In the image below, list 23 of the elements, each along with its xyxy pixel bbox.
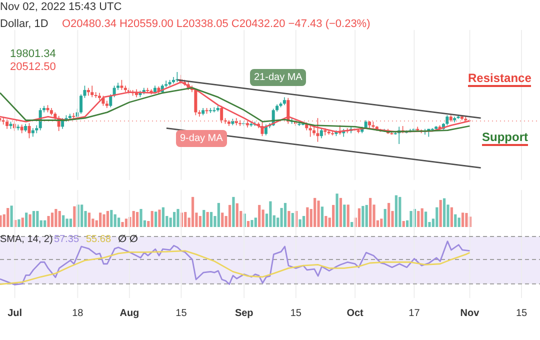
x-tick-label: Aug xyxy=(120,308,140,319)
annotation: Resistance xyxy=(468,71,532,87)
x-tick-label: 18 xyxy=(72,308,84,319)
x-tick-label: 17 xyxy=(408,308,420,319)
annotation: SMA, 14, 2) xyxy=(0,233,53,246)
text: Dollar, 1D xyxy=(0,18,48,31)
text: Nov 02, 2022 15:43 UTC xyxy=(0,1,122,14)
annotation: 21-day MA xyxy=(250,69,306,86)
annotation: Support xyxy=(482,130,528,146)
annotation: 55.68 xyxy=(86,233,112,246)
text: O20480.34 H20559.00 L20338.05 C20432.20 −47.43 (−0.23%) xyxy=(62,18,370,31)
text: 19801.34 xyxy=(10,48,56,61)
x-tick-label: 15 xyxy=(516,308,528,319)
annotation: ∅ ∅ xyxy=(118,233,138,246)
x-tick-label: Oct xyxy=(346,308,364,319)
x-tick-label: Nov xyxy=(460,308,480,319)
annotation: 9-day MA xyxy=(176,130,227,147)
x-tick-label: 15 xyxy=(290,308,302,319)
x-tick-label: 15 xyxy=(176,308,188,319)
annotation: 57.35 xyxy=(54,233,80,246)
x-tick-label: Sep xyxy=(234,308,254,319)
x-tick-label: Jul xyxy=(8,308,22,319)
annotation: 20512.50 xyxy=(10,61,56,74)
